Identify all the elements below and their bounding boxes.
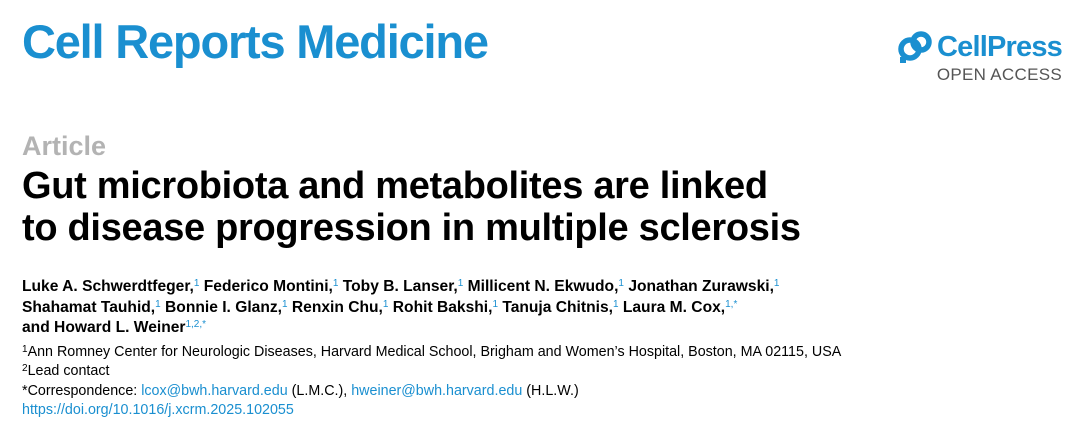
affiliation-marker[interactable]: 1	[612, 298, 619, 310]
publisher-brand[interactable]: CellPress OPEN ACCESS	[897, 30, 1063, 85]
affiliation-marker[interactable]: 1	[193, 278, 200, 289]
affiliation-marker[interactable]: 1	[282, 298, 288, 310]
email-owner-weiner: (H.L.W.)	[522, 382, 579, 399]
author-name[interactable]: Laura M. Cox,	[622, 298, 726, 316]
title-line: Gut microbiota and metabolites are linke…	[22, 165, 768, 207]
affiliation-marker[interactable]: 1,2,*	[185, 319, 207, 330]
affiliation-marker[interactable]: 1	[773, 278, 780, 289]
lead-contact-number: 2	[22, 363, 28, 375]
publisher-name: CellPress	[937, 30, 1063, 63]
email-link-weiner[interactable]: hweiner@bwh.harvard.edu	[351, 382, 523, 399]
affiliation-marker[interactable]: 1	[492, 298, 498, 310]
correspondence-note: *Correspondence: lcox@bwh.harvard.edu (L…	[22, 382, 841, 401]
author-list: Luke A. Schwerdtfeger,1 Federico Montini…	[22, 277, 1062, 339]
affiliation-marker[interactable]: 1,*	[725, 298, 738, 310]
author-name[interactable]: Bonnie I. Glanz,	[165, 298, 283, 316]
author-name[interactable]: and Howard L. Weiner	[22, 319, 186, 336]
email-link-cox[interactable]: lcox@bwh.harvard.edu	[141, 382, 288, 399]
correspondence-label: *Correspondence:	[22, 382, 142, 399]
affiliation-marker[interactable]: 1	[332, 278, 339, 289]
author-line: and Howard L. Weiner1,2,*	[22, 318, 1062, 339]
email-owner-cox: (L.M.C.),	[287, 382, 352, 399]
author-line: Luke A. Schwerdtfeger,1 Federico Montini…	[22, 277, 1062, 298]
affiliation-note: 1Ann Romney Center for Neurologic Diseas…	[22, 343, 841, 362]
author-name[interactable]: Millicent N. Ekwudo,	[467, 278, 619, 295]
author-name[interactable]: Toby B. Lanser,	[342, 278, 458, 295]
author-name[interactable]: Rohit Bakshi,	[392, 298, 493, 316]
author-name[interactable]: Jonathan Zurawski,	[628, 278, 774, 295]
lead-contact-text: Lead contact	[27, 363, 110, 380]
doi-link[interactable]: https://doi.org/10.1016/j.xcrm.2025.1020…	[22, 402, 294, 419]
affiliation-marker[interactable]: 1	[457, 278, 464, 289]
cellpress-logo-icon	[898, 31, 932, 63]
author-line: Shahamat Tauhid,1 Bonnie I. Glanz,1 Renx…	[22, 298, 1062, 319]
article-notes: 1Ann Romney Center for Neurologic Diseas…	[22, 343, 841, 421]
journal-title: Cell Reports Medicine	[22, 15, 489, 68]
author-name[interactable]: Tanuja Chitnis,	[502, 298, 613, 316]
affiliation-marker[interactable]: 1	[382, 298, 389, 310]
article-title: Gut microbiota and metabolites are linke…	[22, 165, 801, 249]
title-line: to disease progression in multiple scler…	[22, 207, 801, 249]
lead-contact-note: 2Lead contact	[22, 362, 841, 381]
author-name[interactable]: Luke A. Schwerdtfeger,	[22, 278, 194, 295]
article-type: Article	[22, 131, 107, 161]
author-name[interactable]: Shahamat Tauhid,	[22, 298, 156, 316]
affiliation-number: 1	[22, 344, 28, 355]
affiliation-marker[interactable]: 1	[155, 298, 161, 310]
open-access-label: OPEN ACCESS	[936, 65, 1062, 84]
affiliation-marker[interactable]: 1	[618, 278, 624, 289]
author-name[interactable]: Renxin Chu,	[291, 298, 383, 316]
affiliation-text: Ann Romney Center for Neurologic Disease…	[27, 344, 842, 360]
author-name[interactable]: Federico Montini,	[203, 278, 333, 295]
